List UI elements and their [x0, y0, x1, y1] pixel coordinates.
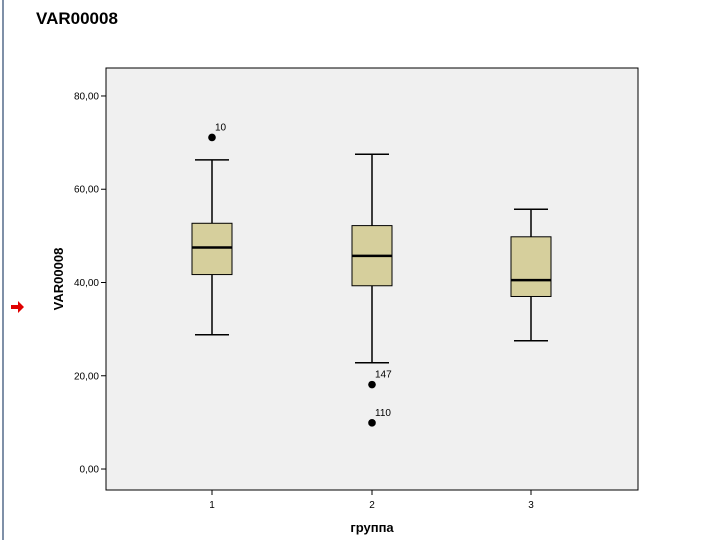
- red-arrow-icon: [11, 301, 24, 313]
- y-tick-label: 20,00: [74, 371, 99, 382]
- outlier-label: 110: [375, 408, 391, 419]
- outlier-label: 10: [215, 122, 227, 133]
- y-axis-label: VAR00008: [51, 248, 66, 311]
- outlier-label: 147: [375, 370, 392, 381]
- y-tick-label: 80,00: [74, 91, 99, 102]
- y-tick-label: 60,00: [74, 185, 99, 196]
- page-title: VAR00008: [36, 9, 118, 28]
- outlier-point: [208, 133, 216, 142]
- y-tick-label: 40,00: [74, 278, 99, 289]
- x-tick-label: 2: [369, 500, 375, 511]
- boxes-group: 10 147 110: [191, 122, 552, 427]
- left-border-rule: [2, 0, 4, 540]
- x-tick-label: 1: [209, 500, 215, 511]
- box-iqr: [510, 236, 552, 297]
- x-axis-label: группа: [350, 520, 394, 535]
- box-group-2: 147 110: [351, 153, 393, 427]
- x-tick-label: 3: [528, 500, 534, 511]
- x-axis: 1 2 3: [209, 490, 534, 511]
- y-axis: 0,00 20,00 40,00 60,00 80,00: [74, 91, 106, 476]
- outlier-point: [368, 419, 376, 427]
- box-iqr: [191, 222, 233, 276]
- outlier-point: [368, 380, 376, 389]
- box-group-1: 10: [191, 122, 233, 336]
- y-tick-label: 0,00: [80, 465, 100, 476]
- box-group-3: [510, 208, 552, 342]
